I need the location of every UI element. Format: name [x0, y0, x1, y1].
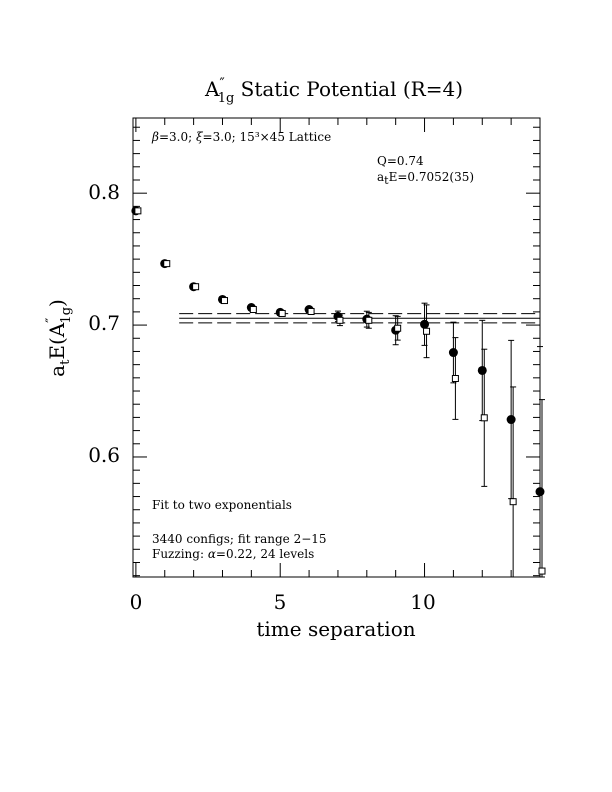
data-point-square [538, 567, 546, 575]
configs-annotation: 3440 configs; fit range 2−15 [152, 532, 327, 546]
data-point-circle [448, 348, 458, 358]
data-point-square [336, 316, 344, 324]
data-point-square [249, 306, 257, 314]
data-point-square [220, 297, 228, 305]
data-points [131, 206, 546, 578]
fit-band [179, 313, 540, 324]
x-axis-label: time separation [256, 617, 415, 641]
data-point-square [278, 309, 286, 317]
data-point-square [163, 260, 171, 268]
data-point-circle [477, 365, 487, 375]
data-point-square [307, 307, 315, 315]
data-point-circle [506, 415, 516, 425]
data-point-square [192, 283, 200, 291]
x-tick-label: 5 [274, 590, 287, 614]
y-tick-label: 0.6 [88, 443, 120, 467]
x-tick-label: 10 [410, 590, 435, 614]
y-tick-label: 0.8 [88, 180, 120, 204]
energy-annotation: atE=0.7052(35) [377, 170, 474, 187]
data-point-square [134, 207, 142, 215]
data-point-square [480, 414, 488, 422]
data-point-square [423, 327, 431, 335]
x-tick-label: 0 [130, 590, 143, 614]
y-axis-label: atE(A″1g) [44, 299, 74, 377]
data-point-square [365, 316, 373, 324]
data-point-square [451, 374, 459, 382]
axis-ticks [133, 118, 541, 577]
fuzzing-annotation: Fuzzing: α=0.22, 24 levels [152, 547, 314, 561]
data-point-square [394, 324, 402, 332]
y-tick-label: 0.7 [88, 311, 120, 335]
data-point-circle [535, 487, 545, 497]
fit-type-annotation: Fit to two exponentials [152, 498, 292, 512]
data-point-circle [420, 319, 430, 329]
lattice-annotation: β=3.0; ξ=3.0; 15³×45 Lattice [151, 130, 331, 144]
q-annotation: Q=0.74 [377, 154, 424, 168]
chart-title: A″ 1g Static Potential (R=4) [204, 76, 463, 106]
data-point-square [509, 498, 517, 506]
